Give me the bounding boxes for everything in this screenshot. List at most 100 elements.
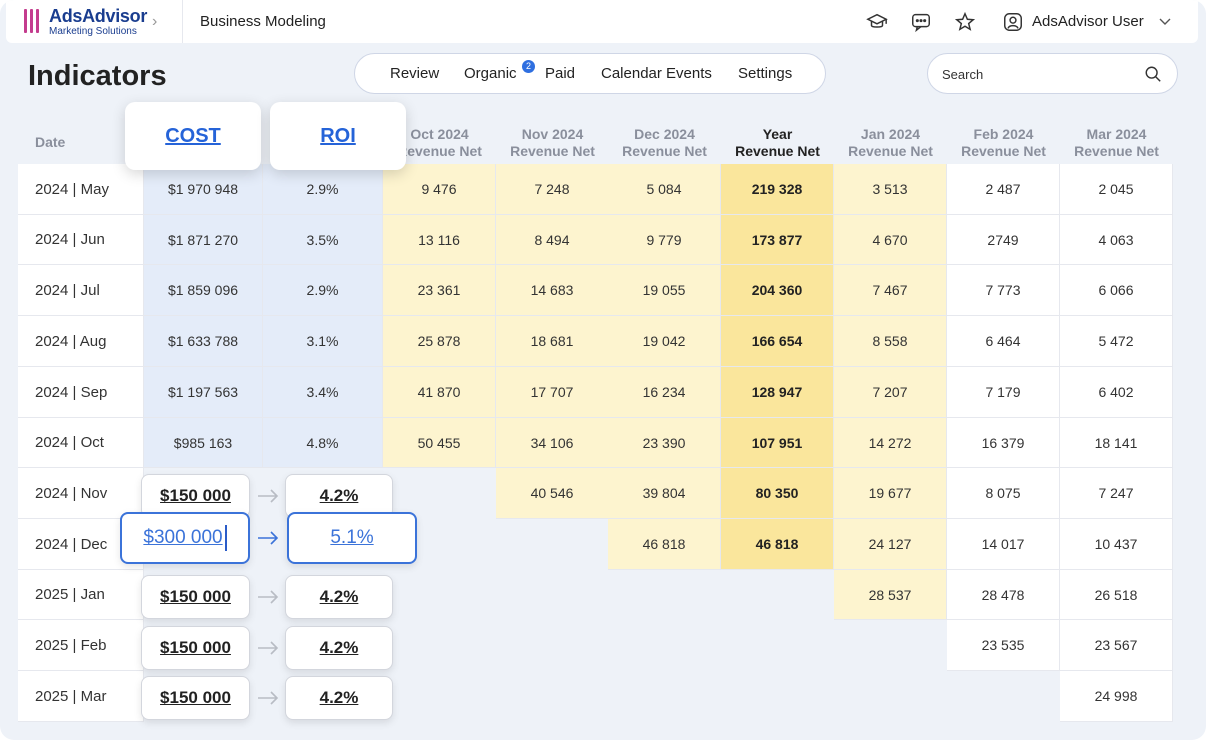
row-date: 2024 | Jul (18, 265, 144, 316)
app-subtitle: Marketing Solutions (49, 26, 137, 37)
revenue-cell: 23 535 (947, 620, 1060, 671)
tab-settings[interactable]: Settings (738, 65, 793, 82)
tab-review[interactable]: Review (390, 65, 440, 82)
revenue-cell: 19 677 (834, 468, 947, 519)
column-header: Jan 2024 Revenue Net (834, 126, 947, 160)
roi-cell: 2.9% (263, 265, 383, 316)
revenue-cell: 13 116 (383, 215, 496, 265)
revenue-cell: 128 947 (721, 367, 834, 418)
search-input[interactable] (942, 64, 1132, 84)
date-column-header: Date (35, 134, 66, 150)
revenue-cell: 26 518 (1060, 570, 1173, 620)
cost-value: $150 000 (160, 486, 231, 505)
cost-input[interactable]: $150 000 (141, 575, 250, 619)
revenue-cell: 107 951 (721, 418, 834, 468)
arrow-right-icon (257, 691, 279, 705)
column-header: Mar 2024 Revenue Net (1060, 126, 1173, 160)
revenue-cell: 41 870 (383, 367, 496, 418)
tab-calendar-events[interactable]: Calendar Events (601, 65, 712, 82)
chat-icon[interactable] (910, 11, 932, 33)
row-date: 2024 | Sep (18, 367, 144, 418)
revenue-cell: 14 683 (496, 265, 609, 316)
cost-value: $150 000 (160, 638, 231, 657)
cost-value: $150 000 (160, 688, 231, 707)
revenue-cell: 46 818 (721, 519, 834, 570)
revenue-cell: 19 042 (608, 316, 721, 367)
revenue-cell: 8 075 (947, 468, 1060, 519)
roi-result[interactable]: 4.2% (285, 626, 393, 670)
revenue-cell: 7 467 (834, 265, 947, 316)
cost-input[interactable]: $150 000 (141, 626, 250, 670)
revenue-cell: 14 272 (834, 418, 947, 468)
revenue-cell: 23 390 (608, 418, 721, 468)
cost-input[interactable]: $150 000 (141, 676, 250, 720)
organic-count-badge: 2 (522, 60, 535, 73)
revenue-cell: 4 670 (834, 215, 947, 265)
revenue-cell: 46 818 (608, 519, 721, 570)
roi-cell: 2.9% (263, 164, 383, 215)
revenue-cell: 7 247 (1060, 468, 1173, 519)
roi-cell: 3.5% (263, 215, 383, 265)
column-header: Oct 2024 Revenue Net (383, 126, 496, 160)
revenue-cell: 24 127 (834, 519, 947, 570)
star-icon[interactable] (954, 11, 976, 33)
roi-cell: 3.4% (263, 367, 383, 418)
column-header-line1: Nov 2024 (521, 126, 584, 142)
tab-paid[interactable]: Paid (545, 65, 576, 82)
revenue-cell: 7 248 (496, 164, 609, 215)
cost-value: $150 000 (160, 587, 231, 606)
revenue-cell: 173 877 (721, 215, 834, 265)
cost-cell: $1 859 096 (144, 265, 263, 316)
cost-input[interactable]: $150 000 (141, 474, 250, 518)
cost-value: $300 000 (143, 527, 223, 548)
row-date: 2024 | Oct (18, 418, 144, 468)
arrow-right-icon (257, 641, 279, 655)
revenue-cell: 7 207 (834, 367, 947, 418)
roi-header-button[interactable]: ROI (270, 102, 406, 170)
roi-result[interactable]: 4.2% (285, 676, 393, 720)
roi-cell: 4.8% (263, 418, 383, 468)
cost-input-active[interactable]: $300 000 (120, 512, 250, 564)
cost-cell: $985 163 (144, 418, 263, 468)
column-header-line2: Revenue Net (622, 143, 707, 159)
revenue-cell: 18 681 (496, 316, 609, 367)
revenue-cell: 80 350 (721, 468, 834, 519)
revenue-cell: 16 234 (608, 367, 721, 418)
tab-organic[interactable]: Organic (464, 65, 517, 82)
revenue-cell: 28 537 (834, 570, 947, 620)
search-icon[interactable] (1144, 65, 1162, 83)
revenue-cell: 166 654 (721, 316, 834, 367)
revenue-cell: 23 567 (1060, 620, 1173, 671)
column-header-line2: Revenue Net (397, 143, 482, 159)
roi-result[interactable]: 4.2% (285, 575, 393, 619)
arrow-right-icon (257, 590, 279, 604)
revenue-cell: 40 546 (496, 468, 609, 519)
revenue-cell: 16 379 (947, 418, 1060, 468)
column-header-line2: Revenue Net (848, 143, 933, 159)
user-name[interactable]: AdsAdvisor User (1032, 13, 1144, 30)
column-header-line2: Revenue Net (1074, 143, 1159, 159)
column-header: Nov 2024 Revenue Net (496, 126, 609, 160)
column-header: Feb 2024 Revenue Net (947, 126, 1060, 160)
page-title: Indicators (28, 60, 167, 92)
column-header-line2: Revenue Net (510, 143, 595, 159)
roi-result-active[interactable]: 5.1% (287, 512, 417, 564)
app-name[interactable]: AdsAdvisor (49, 6, 148, 26)
chevron-down-icon[interactable] (1158, 14, 1172, 28)
row-date: 2024 | Jun (18, 215, 144, 265)
revenue-cell: 4 063 (1060, 215, 1173, 265)
revenue-cell: 8 558 (834, 316, 947, 367)
cost-header-button[interactable]: COST (125, 102, 261, 170)
column-header-line1: Year (762, 126, 793, 142)
logo-icon (24, 9, 42, 33)
user-avatar-icon[interactable] (1002, 11, 1024, 33)
tab-bar: Review Organic 2 Paid Calendar Events Se… (354, 53, 826, 94)
revenue-cell: 6 066 (1060, 265, 1173, 316)
revenue-cell: 2749 (947, 215, 1060, 265)
chevron-right-icon: › (152, 13, 158, 30)
text-cursor (224, 525, 227, 551)
graduation-cap-icon[interactable] (866, 11, 888, 33)
revenue-cell: 2 487 (947, 164, 1060, 215)
column-header: Year Revenue Net (721, 126, 834, 160)
roi-cell: 3.1% (263, 316, 383, 367)
